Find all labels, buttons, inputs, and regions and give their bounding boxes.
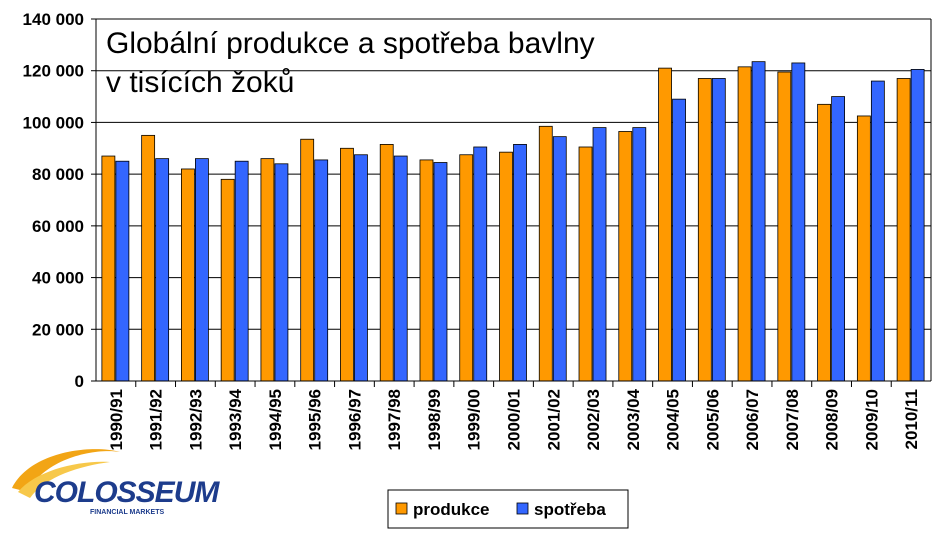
x-tick-label: 2007/08	[783, 389, 802, 450]
bar-spotreba	[791, 62, 806, 382]
x-tick-label: 2003/04	[624, 388, 643, 450]
bar-produkce	[340, 147, 354, 382]
logo-tagline: FINANCIAL MARKETS	[90, 509, 164, 516]
bar-spotreba	[751, 61, 766, 382]
legend-swatch-produkce	[395, 502, 408, 515]
x-tick-label: 2010/11	[902, 389, 921, 450]
x-tick-label: 1990/91	[107, 389, 126, 450]
bar-produkce	[101, 155, 116, 382]
bar-spotreba	[195, 158, 209, 382]
logo-swoosh-highlight-icon	[18, 461, 110, 498]
bar-produkce	[856, 115, 871, 382]
bar-spotreba	[632, 127, 647, 382]
bar-produkce	[697, 78, 712, 382]
x-tick-label: 1991/92	[147, 389, 166, 450]
y-tick-label: 140 000	[23, 10, 84, 29]
chart-title: Globální produkce a spotřeba bavlny	[106, 27, 595, 60]
x-tick-label: 1993/94	[226, 388, 245, 450]
x-tick-label: 1994/95	[266, 389, 285, 450]
y-tick-label: 80 000	[32, 165, 84, 184]
x-tick-label: 2008/09	[823, 389, 842, 450]
bar-produkce	[181, 168, 195, 382]
logo-name: COLOSSEUM	[34, 476, 220, 509]
chart-subtitle: v tisících žoků	[106, 66, 294, 99]
x-axis: 1990/91 1991/92 1992/93 1993/94 1994/95 1995/…	[107, 381, 921, 450]
bar-spotreba	[592, 127, 607, 382]
x-tick-label: 1996/97	[345, 389, 364, 450]
bar-spotreba	[155, 158, 170, 382]
x-tick-label: 1997/98	[385, 389, 404, 450]
bar-produkce	[817, 103, 831, 382]
bar-spotreba	[393, 155, 408, 382]
plot-area	[95, 18, 932, 382]
bar-produkce	[260, 158, 275, 382]
bar-spotreba	[672, 98, 686, 382]
x-tick-label: 2000/01	[505, 389, 524, 450]
bar-spotreba	[314, 159, 329, 382]
bar-spotreba	[354, 154, 368, 382]
bar-spotreba	[910, 69, 925, 382]
bar-produkce	[538, 125, 553, 382]
bar-spotreba	[274, 163, 289, 382]
bar-produkce	[141, 134, 156, 382]
bar-produkce	[896, 78, 911, 382]
bar-spotreba	[433, 162, 448, 382]
y-tick-label: 60 000	[32, 217, 84, 236]
legend-label-produkce: produkce	[413, 500, 490, 519]
y-tick-label: 40 000	[32, 269, 84, 288]
y-tick-label: 100 000	[23, 113, 84, 132]
legend-box	[387, 489, 629, 529]
legend: produkce spotřeba	[387, 489, 629, 529]
bar-produkce	[300, 138, 315, 382]
bar-produkce	[419, 159, 434, 382]
y-tick-label: 20 000	[32, 320, 84, 339]
bar-produkce	[499, 151, 513, 382]
legend-label-spotreba: spotřeba	[534, 500, 606, 519]
x-tick-label: 2006/07	[743, 389, 762, 450]
x-tick-label: 2004/05	[664, 389, 683, 450]
bar-produkce	[379, 144, 394, 382]
bar-produkce	[618, 131, 633, 382]
bar-produkce	[777, 71, 792, 382]
bar-spotreba	[552, 136, 567, 382]
x-tick-label: 2009/10	[862, 389, 881, 450]
bars	[101, 61, 925, 382]
x-tick-label: 2002/03	[584, 389, 603, 450]
bar-spotreba	[513, 144, 527, 382]
legend-swatch-spotreba	[516, 502, 529, 515]
bar-spotreba	[473, 146, 488, 382]
bar-spotreba	[870, 80, 885, 382]
x-tick-label: 1999/00	[465, 389, 484, 450]
bar-spotreba	[115, 160, 130, 382]
bar-produkce	[220, 178, 235, 382]
y-axis: 0 20 000 40 000 60 000 80 000 100 000 120 000 1…	[23, 10, 96, 391]
x-tick-label: 1998/99	[425, 389, 444, 450]
bar-produkce	[578, 146, 593, 382]
bar-spotreba	[831, 96, 845, 382]
x-tick-label: 2005/06	[703, 389, 722, 450]
bar-spotreba	[234, 160, 249, 382]
colosseum-logo: COLOSSEUM FINANCIAL MARKETS	[12, 449, 221, 516]
y-tick-label: 120 000	[23, 62, 84, 81]
x-tick-label: 1992/93	[186, 389, 205, 450]
bar-spotreba	[711, 78, 726, 382]
x-tick-label: 1995/96	[306, 389, 325, 450]
x-tick-label: 2001/02	[544, 389, 563, 450]
bar-produkce	[658, 67, 672, 382]
bar-produkce	[737, 66, 752, 382]
y-tick-label: 0	[75, 372, 84, 391]
bar-produkce	[459, 154, 474, 382]
